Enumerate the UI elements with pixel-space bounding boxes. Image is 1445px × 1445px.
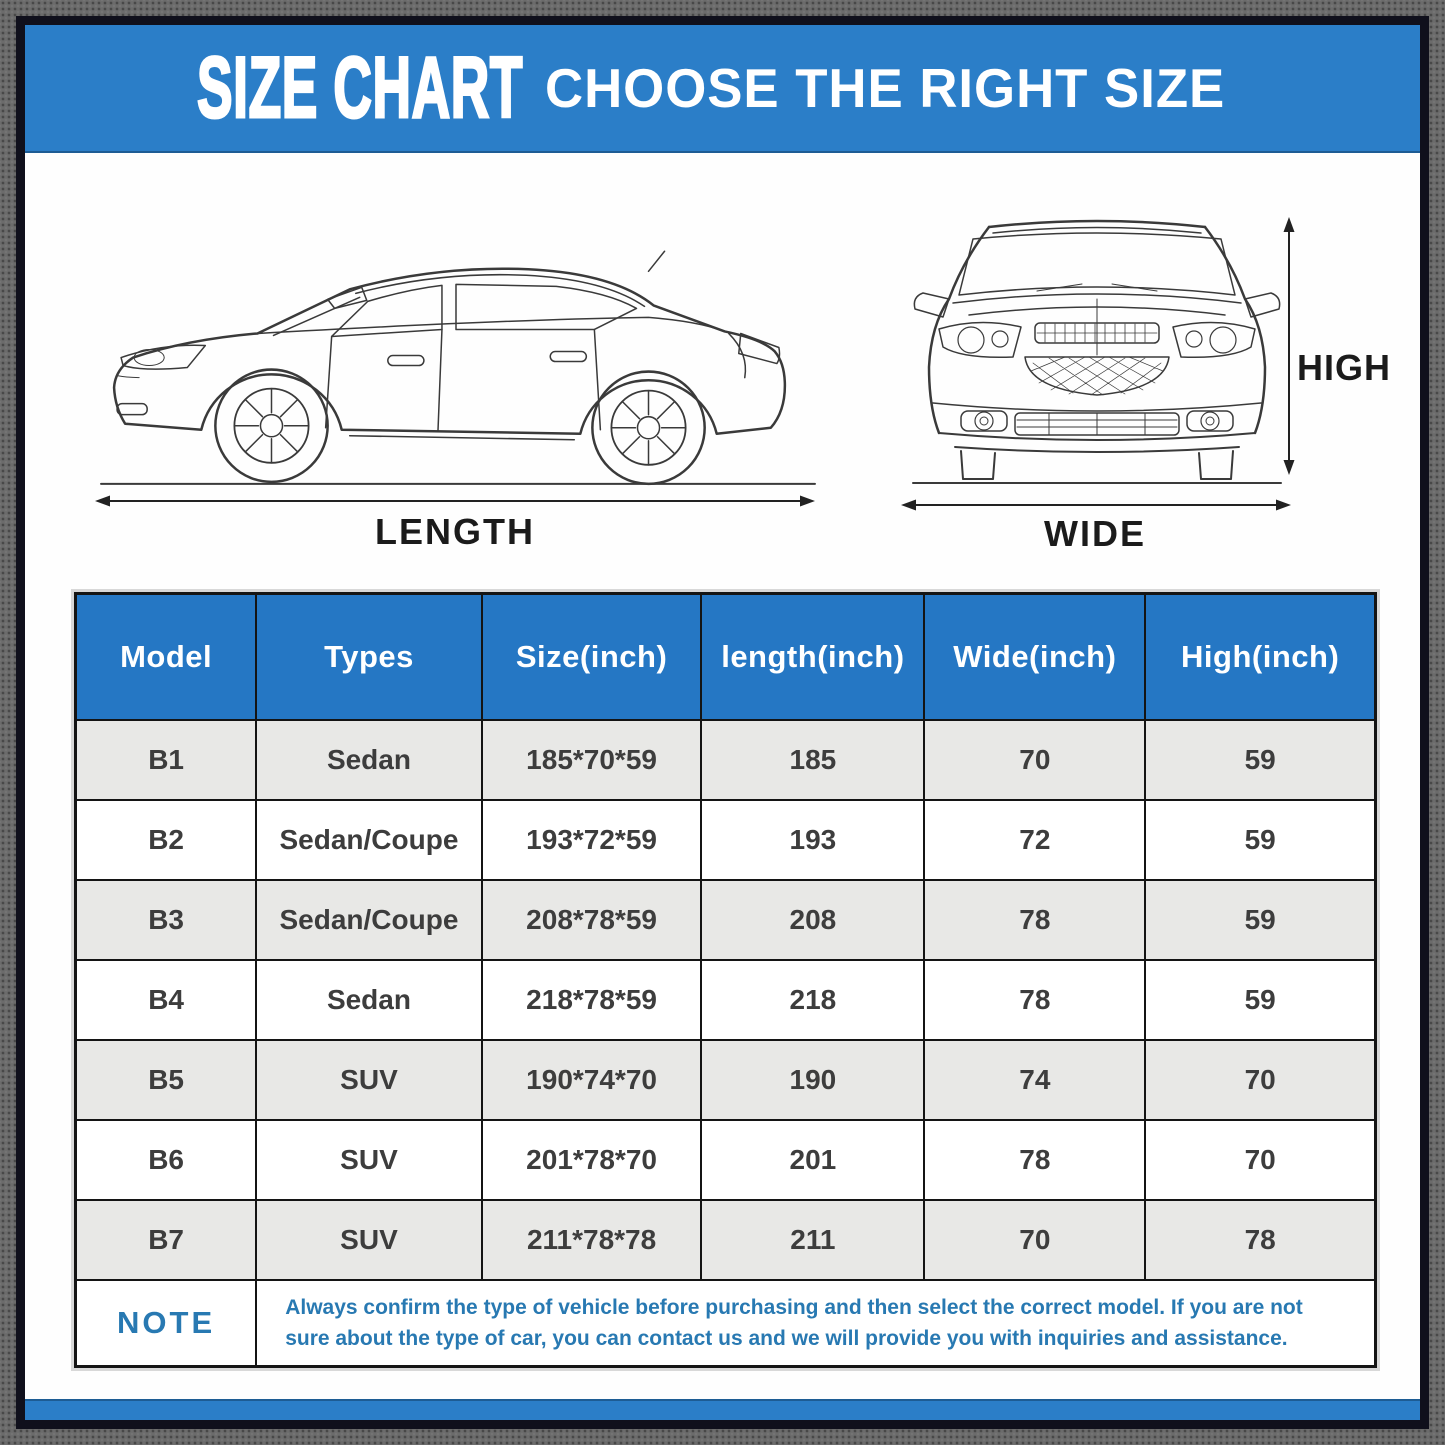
column-header: High(inch) bbox=[1144, 592, 1377, 721]
left-headlight bbox=[938, 321, 1022, 359]
wide-arrow-icon bbox=[901, 499, 1291, 511]
high-arrow-icon bbox=[1283, 217, 1295, 475]
door-handle bbox=[549, 350, 588, 363]
high-cell: 70 bbox=[1144, 1039, 1377, 1121]
table-row: B2 Sedan/Coupe 193*72*59 193 72 59 bbox=[74, 799, 1377, 881]
types-cell: SUV bbox=[255, 1199, 483, 1281]
column-header: Model bbox=[74, 592, 258, 721]
table-row: B7 SUV 211*78*78 211 70 78 bbox=[74, 1199, 1377, 1281]
rear-window bbox=[455, 283, 638, 331]
table-row: B6 SUV 201*78*70 201 78 70 bbox=[74, 1119, 1377, 1201]
types-cell: Sedan/Coupe bbox=[255, 879, 483, 961]
size-cell: 190*74*70 bbox=[480, 1039, 703, 1121]
model-cell: B3 bbox=[74, 879, 258, 961]
size-cell: 185*70*59 bbox=[480, 719, 703, 801]
length-label: LENGTH bbox=[375, 511, 535, 552]
types-cell: Sedan/Coupe bbox=[255, 799, 483, 881]
wide-label: WIDE bbox=[1044, 513, 1146, 554]
types-cell: SUV bbox=[255, 1039, 483, 1121]
rear-wheel bbox=[591, 370, 706, 486]
size-cell: 193*72*59 bbox=[480, 799, 703, 881]
banner-title-wrap: SIZE CHART bbox=[196, 40, 545, 136]
size-cell: 218*78*59 bbox=[480, 959, 703, 1041]
left-mirror bbox=[913, 292, 950, 318]
length-cell: 185 bbox=[700, 719, 926, 801]
wide-cell: 70 bbox=[923, 1199, 1147, 1281]
table-row: B1 Sedan 185*70*59 185 70 59 bbox=[74, 719, 1377, 801]
page-subtitle: CHOOSE THE RIGHT SIZE bbox=[545, 56, 1226, 119]
table-row: B5 SUV 190*74*70 190 74 70 bbox=[74, 1039, 1377, 1121]
windshield bbox=[958, 232, 1236, 296]
size-cell: 208*78*59 bbox=[480, 879, 703, 961]
size-cell: 211*78*78 bbox=[480, 1199, 703, 1281]
length-cell: 211 bbox=[700, 1199, 926, 1281]
model-cell: B7 bbox=[74, 1199, 258, 1281]
size-cell: 201*78*70 bbox=[480, 1119, 703, 1201]
note-text: Always confirm the type of vehicle befor… bbox=[255, 1279, 1377, 1368]
left-fog-light bbox=[960, 410, 1008, 432]
headlight bbox=[120, 344, 207, 370]
model-cell: B2 bbox=[74, 799, 258, 881]
model-cell: B4 bbox=[74, 959, 258, 1041]
length-cell: 208 bbox=[700, 879, 926, 961]
car-body-outline bbox=[112, 267, 787, 435]
wide-cell: 74 bbox=[923, 1039, 1147, 1121]
table-header-row: Model Types Size(inch) length(inch) Wide(inc… bbox=[74, 592, 1377, 721]
column-header: Types bbox=[255, 592, 483, 721]
antenna bbox=[647, 250, 666, 273]
right-fog-light bbox=[1186, 410, 1234, 432]
bottom-accent-bar bbox=[25, 1399, 1420, 1420]
side-mirror bbox=[326, 286, 368, 310]
length-arrow-icon bbox=[95, 495, 815, 507]
taillight bbox=[738, 332, 781, 365]
wide-cell: 72 bbox=[923, 799, 1147, 881]
length-cell: 190 bbox=[700, 1039, 926, 1121]
types-cell: Sedan bbox=[255, 959, 483, 1041]
model-cell: B5 bbox=[74, 1039, 258, 1121]
front-wheel bbox=[214, 368, 329, 484]
high-cell: 59 bbox=[1144, 719, 1377, 801]
left-tire bbox=[960, 450, 996, 480]
car-front-view-drawing bbox=[912, 219, 1282, 484]
model-cell: B1 bbox=[74, 719, 258, 801]
note-row: NOTE Always confirm the type of vehicle … bbox=[74, 1279, 1377, 1368]
note-label: NOTE bbox=[74, 1279, 258, 1368]
car-side-view-drawing bbox=[100, 250, 816, 486]
high-cell: 78 bbox=[1144, 1199, 1377, 1281]
column-header: length(inch) bbox=[700, 592, 926, 721]
high-cell: 59 bbox=[1144, 799, 1377, 881]
door-handle bbox=[387, 354, 425, 367]
wide-cell: 78 bbox=[923, 959, 1147, 1041]
column-header: Size(inch) bbox=[480, 592, 703, 721]
content-frame: SIZE CHART CHOOSE THE RIGHT SIZE bbox=[16, 16, 1429, 1429]
table-row: B3 Sedan/Coupe 208*78*59 208 78 59 bbox=[74, 879, 1377, 961]
lower-grille bbox=[1024, 356, 1170, 396]
size-table: Model Types Size(inch) length(inch) Wide(inc… bbox=[71, 589, 1380, 1371]
banner: SIZE CHART CHOOSE THE RIGHT SIZE bbox=[25, 25, 1420, 153]
wide-cell: 78 bbox=[923, 1119, 1147, 1201]
wide-cell: 78 bbox=[923, 879, 1147, 961]
upper-grille bbox=[1034, 322, 1160, 344]
high-cell: 59 bbox=[1144, 959, 1377, 1041]
high-cell: 70 bbox=[1144, 1119, 1377, 1201]
length-cell: 193 bbox=[700, 799, 926, 881]
page-title: SIZE CHART bbox=[196, 40, 524, 136]
table-row: B4 Sedan 218*78*59 218 78 59 bbox=[74, 959, 1377, 1041]
fog-light bbox=[116, 402, 148, 416]
right-mirror bbox=[1244, 292, 1281, 318]
wide-cell: 70 bbox=[923, 719, 1147, 801]
high-label: HIGH bbox=[1297, 347, 1391, 388]
length-cell: 201 bbox=[700, 1119, 926, 1201]
right-headlight bbox=[1172, 321, 1256, 359]
right-tire bbox=[1198, 450, 1234, 480]
column-header: Wide(inch) bbox=[923, 592, 1147, 721]
types-cell: Sedan bbox=[255, 719, 483, 801]
front-window bbox=[330, 284, 443, 338]
high-cell: 59 bbox=[1144, 879, 1377, 961]
length-cell: 218 bbox=[700, 959, 926, 1041]
model-cell: B6 bbox=[74, 1119, 258, 1201]
types-cell: SUV bbox=[255, 1119, 483, 1201]
